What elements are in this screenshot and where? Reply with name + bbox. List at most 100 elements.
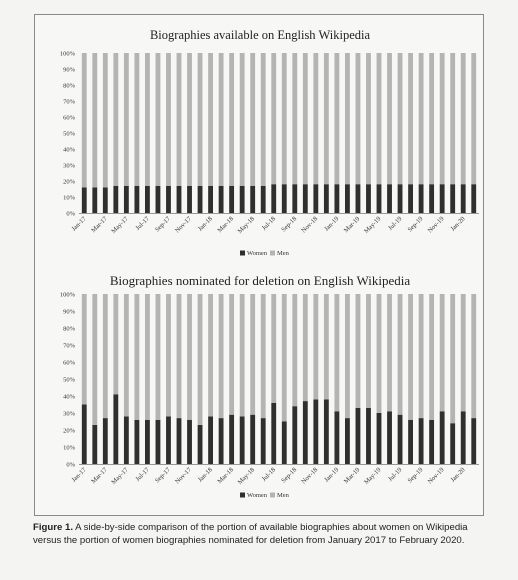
y-tick-label: 100% <box>60 291 76 298</box>
y-tick-label: 40% <box>63 393 76 400</box>
y-tick-label: 20% <box>63 427 76 434</box>
bar-men <box>302 294 308 402</box>
legend-swatch-women <box>240 492 245 498</box>
bar-men <box>313 53 319 185</box>
bar-women <box>281 421 287 464</box>
bar-women <box>439 184 445 213</box>
bar-women <box>460 411 466 464</box>
bar-men <box>187 294 192 420</box>
bar-women <box>471 418 477 464</box>
x-tick-label: Sep-17 <box>154 466 173 485</box>
bar-men <box>366 53 371 185</box>
bar-women <box>450 423 456 464</box>
x-tick-label: Mar-18 <box>216 466 235 485</box>
bar-men <box>229 294 235 415</box>
x-tick-label: Mar-17 <box>90 215 109 234</box>
bar-men <box>376 294 382 413</box>
bar-women <box>439 411 445 464</box>
bar-men <box>366 294 371 408</box>
x-tick-label: Mar-19 <box>343 466 362 485</box>
x-tick-label: Jul-19 <box>387 466 403 482</box>
bar-men <box>166 294 171 417</box>
bar-women <box>355 184 361 213</box>
bar-men <box>250 53 256 186</box>
bar-men <box>113 294 119 395</box>
bar-women <box>429 419 435 464</box>
bar-men <box>460 294 466 412</box>
bar-women <box>397 414 403 464</box>
bar-men <box>418 53 424 185</box>
bar-men <box>260 53 266 186</box>
x-tick-label: Mar-17 <box>90 466 109 485</box>
y-tick-label: 10% <box>63 194 76 201</box>
bar-women <box>313 399 319 464</box>
bar-men <box>408 294 413 420</box>
bar-women <box>323 399 329 464</box>
bar-men <box>229 53 235 186</box>
bar-women <box>166 416 171 464</box>
bar-men <box>460 53 466 185</box>
legend-label-men: Men <box>277 492 290 499</box>
y-tick-label: 20% <box>63 178 76 185</box>
bar-women <box>81 404 87 464</box>
legend-swatch-men <box>270 250 275 256</box>
bar-men <box>355 294 361 408</box>
bar-men <box>450 294 456 424</box>
bar-women <box>145 419 150 464</box>
bar-men <box>345 53 350 185</box>
x-tick-label: Nov-18 <box>300 215 319 234</box>
y-tick-label: 80% <box>63 325 76 332</box>
bar-women <box>113 394 119 464</box>
bar-men <box>429 294 435 420</box>
x-tick-label: May-17 <box>110 215 130 235</box>
bar-women <box>229 414 235 464</box>
bar-women <box>260 418 266 464</box>
bar-men <box>345 294 350 419</box>
bar-women <box>176 418 182 464</box>
bar-women <box>408 419 413 464</box>
bar-men <box>134 53 140 186</box>
bar-women <box>345 418 350 464</box>
bar-men <box>155 53 161 186</box>
bar-women <box>281 184 287 213</box>
bar-men <box>387 294 392 412</box>
bar-women <box>229 185 235 213</box>
x-tick-label: Jul-18 <box>261 215 277 231</box>
bar-men <box>92 294 98 425</box>
bar-men <box>323 294 329 400</box>
y-tick-label: 30% <box>63 410 76 417</box>
bar-men <box>292 53 298 185</box>
chart-nominated-biographies: Biographies nominated for deletion on En… <box>60 273 479 499</box>
bar-women <box>239 185 245 213</box>
bar-men <box>239 53 245 186</box>
y-tick-label: 40% <box>63 146 76 153</box>
x-tick-label: May-17 <box>110 466 130 486</box>
y-tick-label: 70% <box>63 98 76 105</box>
bar-men <box>397 294 403 415</box>
bar-women <box>450 184 456 213</box>
chart-title: Biographies available on English Wikiped… <box>150 28 371 42</box>
bar-women <box>429 184 435 213</box>
bar-women <box>271 184 277 213</box>
x-tick-label: Nov-19 <box>427 466 446 485</box>
bar-men <box>218 294 224 419</box>
legend-swatch-women <box>240 250 245 256</box>
bar-women <box>166 185 171 213</box>
x-tick-label: Jan-17 <box>70 466 88 484</box>
bar-women <box>292 406 298 464</box>
bar-men <box>250 294 256 415</box>
x-tick-label: Nov-17 <box>174 215 194 235</box>
x-tick-label: Sep-19 <box>407 215 425 233</box>
y-tick-label: 80% <box>63 82 76 89</box>
bar-women <box>250 185 256 213</box>
chart-title: Biographies nominated for deletion on En… <box>110 273 411 288</box>
bar-men <box>313 294 319 400</box>
legend-label-women: Women <box>247 492 268 499</box>
bar-men <box>271 294 277 403</box>
bar-women <box>113 185 119 213</box>
y-tick-label: 0% <box>66 210 75 217</box>
bar-women <box>418 184 424 213</box>
bar-women <box>187 419 192 464</box>
bar-men <box>355 53 361 185</box>
y-tick-label: 90% <box>63 308 76 315</box>
